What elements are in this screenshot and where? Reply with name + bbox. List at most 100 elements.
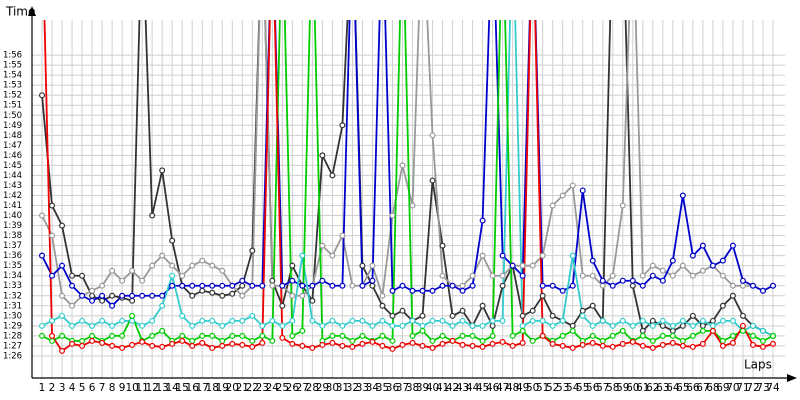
data-point	[379, 317, 386, 324]
data-point	[209, 344, 216, 351]
data-point	[749, 332, 756, 339]
y-tick-label: 1:51	[3, 101, 22, 111]
x-tick-label: 52	[546, 382, 559, 394]
data-point	[489, 332, 496, 339]
data-point	[619, 340, 626, 347]
data-point	[509, 342, 516, 349]
data-point	[59, 262, 66, 269]
data-point	[109, 332, 116, 339]
y-tick-label: 1:29	[3, 321, 22, 331]
data-point	[59, 222, 66, 229]
data-point	[269, 277, 276, 284]
data-point	[639, 272, 646, 279]
x-tick-label: 30	[326, 382, 339, 394]
data-point	[359, 340, 366, 347]
x-tick-label: 66	[686, 382, 700, 394]
data-point	[249, 247, 256, 254]
data-point	[489, 340, 496, 347]
data-point	[89, 292, 96, 299]
data-point	[299, 252, 306, 259]
data-point	[399, 322, 406, 329]
x-tick-label: 2	[49, 382, 56, 394]
data-point	[279, 334, 286, 341]
data-point	[159, 302, 166, 309]
data-point	[759, 337, 766, 344]
data-point	[519, 322, 526, 329]
data-point	[219, 282, 226, 289]
data-point	[429, 177, 436, 184]
data-point	[389, 287, 396, 294]
data-point	[669, 327, 676, 334]
data-point	[559, 317, 566, 324]
data-point	[689, 322, 696, 329]
data-point	[49, 272, 56, 279]
x-tick-label: 71	[736, 382, 749, 394]
data-point	[539, 332, 546, 339]
data-point	[139, 292, 146, 299]
data-point	[519, 262, 526, 269]
data-point	[389, 312, 396, 319]
x-tick-label: 59	[616, 382, 629, 394]
data-point	[89, 337, 96, 344]
data-point	[39, 322, 46, 329]
data-point	[429, 132, 436, 139]
x-tick-label: 14	[165, 382, 179, 394]
data-point	[599, 317, 606, 324]
data-point	[469, 332, 476, 339]
x-tick-label: 57	[596, 382, 609, 394]
x-tick-label: 43	[456, 382, 469, 394]
data-point	[419, 312, 426, 319]
data-point	[329, 339, 336, 346]
data-point	[539, 252, 546, 259]
data-point	[99, 339, 106, 346]
x-tick-label: 34	[366, 382, 380, 394]
data-point	[49, 202, 56, 209]
data-point	[439, 242, 446, 249]
y-tick-label: 1:42	[3, 191, 22, 201]
data-point	[99, 317, 106, 324]
data-point	[739, 282, 746, 289]
data-point	[129, 292, 136, 299]
data-point	[259, 332, 266, 339]
data-point	[39, 212, 46, 219]
data-point	[229, 290, 236, 297]
data-point	[159, 327, 166, 334]
data-point	[409, 202, 416, 209]
x-tick-label: 3	[59, 382, 66, 394]
data-point	[59, 312, 66, 319]
y-tick-label: 1:37	[3, 241, 22, 251]
x-tick-label: 36	[386, 382, 400, 394]
data-point	[589, 332, 596, 339]
data-point	[529, 262, 536, 269]
data-point	[689, 252, 696, 259]
x-tick-label: 21	[236, 382, 249, 394]
data-point	[249, 312, 256, 319]
data-point	[369, 322, 376, 329]
y-tick-label: 1:26	[3, 351, 22, 361]
y-tick-label: 1:27	[3, 341, 22, 351]
data-point	[199, 282, 206, 289]
data-point	[289, 340, 296, 347]
data-point	[609, 322, 616, 329]
y-tick-label: 1:45	[3, 161, 22, 171]
data-point	[469, 282, 476, 289]
data-point	[549, 202, 556, 209]
data-point	[419, 287, 426, 294]
data-point	[69, 322, 76, 329]
y-tick-label: 1:46	[3, 151, 22, 161]
data-point	[559, 332, 566, 339]
data-point	[49, 232, 56, 239]
y-tick-label: 1:39	[3, 221, 22, 231]
x-tick-label: 7	[99, 382, 106, 394]
data-point	[649, 317, 656, 324]
data-point	[579, 312, 586, 319]
data-point	[519, 327, 526, 334]
data-point	[89, 297, 96, 304]
data-point	[389, 337, 396, 344]
data-point	[669, 339, 676, 346]
data-point	[349, 317, 356, 324]
data-point	[709, 327, 716, 334]
data-point	[189, 292, 196, 299]
data-point	[329, 317, 336, 324]
data-point	[339, 342, 346, 349]
